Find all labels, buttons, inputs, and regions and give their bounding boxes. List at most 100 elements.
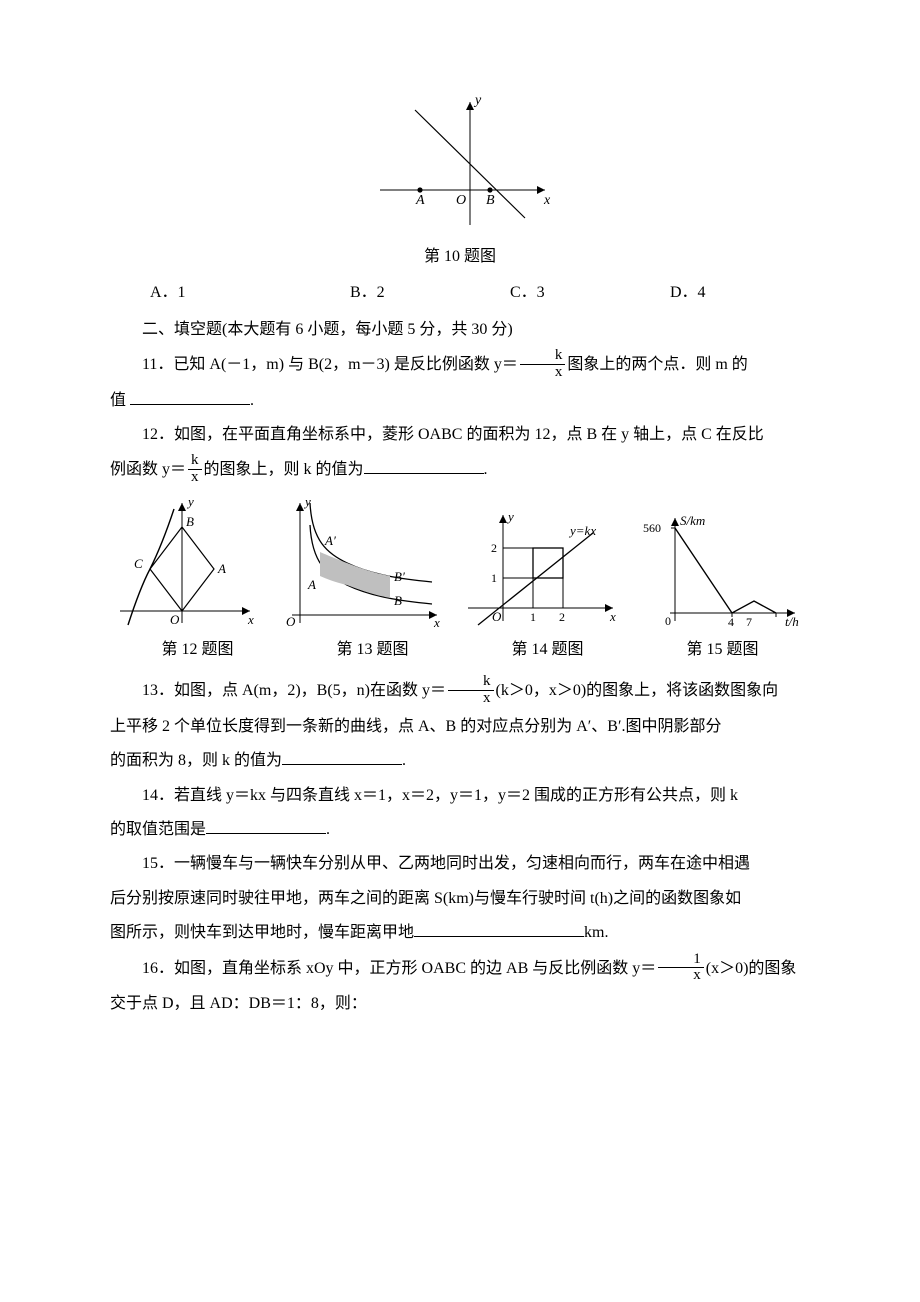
- q15-unit: km.: [584, 924, 608, 941]
- q11-frac: kx: [520, 348, 566, 381]
- document-page: y x A O B 第 10 题图 A．1 B．2 C．3 D．4 二、填空题(…: [0, 0, 920, 1302]
- q12-line1: 12．如图，在平面直角坐标系中，菱形 OABC 的面积为 12，点 B 在 y …: [110, 420, 810, 450]
- svg-text:t/h: t/h: [785, 614, 799, 629]
- q12-line2: 例函数 y＝kx的图象上，则 k 的值为.: [110, 454, 810, 487]
- svg-text:y=kx: y=kx: [568, 523, 596, 538]
- section2-header: 二、填空题(本大题有 6 小题，每小题 5 分，共 30 分): [110, 315, 810, 345]
- q11-line2-text: 值: [110, 392, 130, 409]
- q16-post: (x＞0)的图象: [706, 960, 797, 977]
- q11-frac-num: k: [520, 348, 566, 365]
- svg-text:2: 2: [491, 541, 497, 555]
- q15-blank: [414, 920, 584, 937]
- q12-blank: [364, 457, 484, 474]
- svg-text:y: y: [303, 494, 311, 509]
- q13-line1: 13．如图，点 A(m，2)，B(5，n)在函数 y＝kx(k＞0，x＞0)的图…: [110, 675, 810, 708]
- q11-post: 图象上的两个点．则 m 的: [567, 356, 747, 373]
- opt-A: A．1: [150, 278, 350, 308]
- q14-tail: .: [326, 821, 330, 838]
- q13-post: (k＞0，x＞0)的图象上，将该函数图象向: [496, 682, 779, 699]
- svg-text:560: 560: [643, 521, 661, 535]
- figure-q14: 1 2 1 2 O y x y=kx: [458, 503, 623, 633]
- q13-blank: [282, 748, 402, 765]
- q14-line1: 14．若直线 y＝kx 与四条直线 x＝1，x＝2，y＝1，y＝2 围成的正方形…: [110, 781, 810, 811]
- svg-text:B: B: [186, 514, 194, 529]
- figure-q10-svg: y x A O B: [360, 90, 560, 240]
- q16-frac-den: x: [658, 968, 704, 984]
- svg-text:O: O: [170, 612, 180, 627]
- q13-frac-den: x: [448, 691, 494, 707]
- figure-q12-svg: y x O B A C: [110, 493, 260, 633]
- q12-line2-post: 的图象上，则 k 的值为: [204, 461, 364, 478]
- svg-text:4: 4: [728, 615, 734, 629]
- q11-line1: 11．已知 A(－1，m) 与 B(2，m－3) 是反比例函数 y＝kx图象上的…: [110, 349, 810, 382]
- figure-q15-caption: 第 15 题图: [635, 635, 810, 665]
- figure-q13: O y x A A′ B B′: [272, 493, 447, 633]
- q12-frac: kx: [188, 453, 202, 486]
- svg-text:y: y: [506, 509, 514, 524]
- q13-line3-text: 的面积为 8，则 k 的值为: [110, 752, 282, 769]
- q15-line3: 图所示，则快车到达甲地时，慢车距离甲地 km.: [110, 918, 810, 948]
- svg-text:B′: B′: [394, 569, 405, 584]
- figure-q13-svg: O y x A A′ B B′: [272, 493, 447, 633]
- q16-frac-num: 1: [658, 952, 704, 969]
- q14-line2-text: 的取值范围是: [110, 821, 206, 838]
- opt-D: D．4: [670, 278, 790, 308]
- pt-A: A: [415, 193, 425, 208]
- q16-frac: 1x: [658, 952, 704, 985]
- figure-q15-svg: 560 S/km 0 4 7 t/h: [635, 503, 810, 633]
- svg-text:O: O: [286, 614, 296, 629]
- q11-line2: 值 .: [110, 386, 810, 416]
- svg-text:x: x: [433, 615, 440, 630]
- figure-q12-caption: 第 12 题图: [110, 635, 285, 665]
- figure-q10: y x A O B 第 10 题图: [110, 90, 810, 272]
- svg-text:A: A: [307, 577, 316, 592]
- svg-text:2: 2: [559, 610, 565, 624]
- q11-pre: 11．已知 A(－1，m) 与 B(2，m－3) 是反比例函数 y＝: [142, 356, 518, 373]
- svg-text:A: A: [217, 561, 226, 576]
- opt-B: B．2: [350, 278, 510, 308]
- svg-text:x: x: [247, 612, 254, 627]
- q13-line2: 上平移 2 个单位长度得到一条新的曲线，点 A、B 的对应点分别为 A′、B′.…: [110, 712, 810, 742]
- q15-line1: 15．一辆慢车与一辆快车分别从甲、乙两地同时出发，匀速相向而行，两车在途中相遇: [110, 849, 810, 879]
- q14-blank: [206, 817, 326, 834]
- svg-text:1: 1: [530, 610, 536, 624]
- svg-text:0: 0: [665, 614, 671, 628]
- q12-frac-den: x: [188, 470, 202, 486]
- pt-B: B: [486, 193, 495, 208]
- q12-tail: .: [484, 461, 488, 478]
- svg-text:C: C: [134, 556, 143, 571]
- pt-O: O: [456, 193, 466, 208]
- svg-text:1: 1: [491, 571, 497, 585]
- q15-line3-text: 图所示，则快车到达甲地时，慢车距离甲地: [110, 924, 414, 941]
- svg-text:y: y: [186, 494, 194, 509]
- figure-q10-caption: 第 10 题图: [424, 242, 496, 272]
- q13-frac-num: k: [448, 674, 494, 691]
- q12-line2-pre: 例函数 y＝: [110, 461, 186, 478]
- figure-q14-caption: 第 14 题图: [460, 635, 635, 665]
- opt-C: C．3: [510, 278, 670, 308]
- q11-tail: .: [250, 392, 254, 409]
- q13-tail: .: [402, 752, 406, 769]
- q12-frac-num: k: [188, 453, 202, 470]
- axis-y-label: y: [473, 93, 482, 108]
- q13-frac: kx: [448, 674, 494, 707]
- figure-q12: y x O B A C: [110, 493, 260, 633]
- figure-q15: 560 S/km 0 4 7 t/h: [635, 503, 810, 633]
- svg-text:A′: A′: [324, 533, 336, 548]
- axis-x-label: x: [543, 193, 551, 208]
- svg-text:O: O: [492, 609, 502, 624]
- q15-line2: 后分别按原速同时驶往甲地，两车之间的距离 S(km)与慢车行驶时间 t(h)之间…: [110, 884, 810, 914]
- q13-line3: 的面积为 8，则 k 的值为.: [110, 746, 810, 776]
- q16-line1: 16．如图，直角坐标系 xOy 中，正方形 OABC 的边 AB 与反比例函数 …: [110, 953, 810, 986]
- svg-text:7: 7: [746, 615, 752, 629]
- q16-pre: 16．如图，直角坐标系 xOy 中，正方形 OABC 的边 AB 与反比例函数 …: [142, 960, 656, 977]
- q14-line2: 的取值范围是.: [110, 815, 810, 845]
- figure-row-captions: 第 12 题图 第 13 题图 第 14 题图 第 15 题图: [110, 635, 810, 665]
- svg-text:x: x: [609, 609, 616, 624]
- q11-frac-den: x: [520, 365, 566, 381]
- q11-blank: [130, 388, 250, 405]
- svg-text:B: B: [394, 593, 402, 608]
- q16-line2: 交于点 D，且 AD：DB＝1：8，则：: [110, 989, 810, 1019]
- options-q10: A．1 B．2 C．3 D．4: [110, 278, 810, 308]
- figure-row: y x O B A C: [110, 493, 810, 633]
